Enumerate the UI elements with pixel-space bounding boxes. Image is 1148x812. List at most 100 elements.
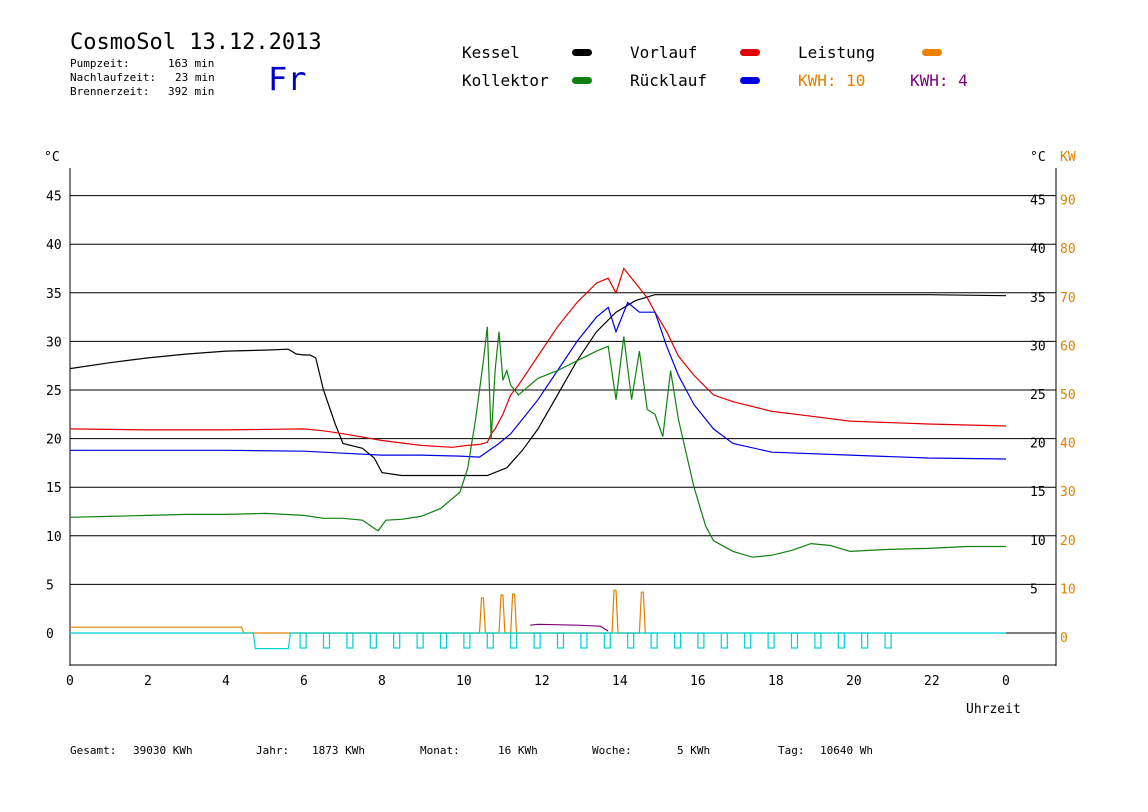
series-line-r-cklauf [70,301,1007,460]
x-tick-label: 18 [768,674,784,689]
year-value: 1873 KWh [312,744,365,757]
tick-labels: 0510152025303540455101520253035404501020… [46,190,1076,689]
y-axis-left-unit: °C [44,150,60,165]
series-line-vorlauf [69,267,1007,448]
legend-kessel-label: Kessel [462,43,520,62]
x-tick-label: 16 [690,674,706,689]
x-tick-label: 0 [1002,674,1010,689]
x-tick-label: 6 [300,674,308,689]
pump-tick [299,632,307,649]
chart-axes [69,168,1057,666]
y-tick-right-c: 20 [1030,437,1046,452]
pump-tick [884,632,892,649]
legend-ruecklauf-label: Rücklauf [630,71,708,90]
y-tick-left: 10 [46,530,62,545]
y-tick-right-c: 15 [1030,485,1046,500]
pump-tick [463,632,471,649]
x-tick-label: 22 [924,674,940,689]
x-tick-label: 2 [144,674,152,689]
pump-tick [767,632,775,649]
pump-tick [650,632,658,649]
weekday-label: Fr [268,60,307,98]
pump-tick [673,632,682,649]
y-tick-left: 30 [46,335,62,350]
series-line-leistung [70,589,646,634]
series-group [69,267,1007,650]
pump-tick [603,632,611,649]
y-tick-right-kw: 80 [1060,242,1076,257]
x-tick-label: 8 [378,674,386,689]
legend-vorlauf-swatch [740,49,760,56]
pump-tick [439,632,448,649]
pump-time-label: Pumpzeit: [70,57,130,70]
pump-tick [580,632,588,649]
y-tick-right-c: 45 [1030,194,1046,209]
y-axis-right-unit-kw: KW [1060,150,1076,165]
y-tick-left: 35 [46,287,62,302]
burner-time-value: 392 min [168,85,215,98]
pump-tick [510,632,518,649]
pump-tick [861,632,869,649]
pump-tick [393,632,401,649]
y-tick-right-c: 30 [1030,339,1046,354]
pump-tick [416,632,424,649]
y-tick-right-c: 40 [1030,242,1046,257]
pump-tick [627,632,635,649]
pump-tick [322,632,331,649]
series-line-kollektor [69,326,1006,558]
pump-tick [533,632,541,649]
pump-tick [744,632,752,649]
legend-leistung-swatch [922,49,942,56]
y-tick-left: 0 [46,627,54,642]
y-tick-right-kw: 20 [1060,534,1076,549]
y-tick-right-kw: 60 [1060,339,1076,354]
burner-time-label: Brennerzeit: [70,85,150,98]
y-tick-left: 5 [46,578,54,593]
legend-ruecklauf-swatch [740,77,760,84]
pump-time-value: 163 min [168,57,215,70]
y-axis-right-unit-c: °C [1030,150,1046,165]
kwh-purple-label: KWH: 4 [910,71,968,90]
afterrun-time-label: Nachlaufzeit: [70,71,157,84]
chart-title: CosmoSol 13.12.2013 [70,30,322,55]
series-line-kessel [69,294,1007,477]
y-tick-right-c: 25 [1030,388,1046,403]
pump-tick [486,632,494,649]
y-tick-left: 45 [46,190,62,205]
x-tick-label: 20 [846,674,862,689]
total-label: Gesamt: [70,744,117,757]
legend-kessel-swatch [572,49,592,56]
week-value: 5 KWh [677,744,711,757]
year-label: Jahr: [256,744,290,757]
total-value: 39030 KWh [133,744,193,757]
y-tick-right-c: 10 [1030,534,1046,549]
y-tick-right-kw: 10 [1060,582,1076,597]
afterrun-time-value: 23 min [175,71,215,84]
grid-lines [70,195,1056,634]
pump-tick [814,632,822,649]
y-tick-left: 25 [46,384,62,399]
series-line-pumpe [70,632,1006,650]
y-tick-left: 15 [46,481,62,496]
y-tick-left: 20 [46,433,62,448]
x-tick-label: 4 [222,674,230,689]
pump-tick [369,632,377,649]
y-tick-right-kw: 70 [1060,291,1076,306]
pump-tick [697,632,705,649]
kwh-orange-label: KWH: 10 [798,71,866,90]
x-axis-label: Uhrzeit [966,702,1021,717]
pump-tick [790,632,799,649]
x-tick-label: 0 [66,674,74,689]
legend-kollektor-label: Kollektor [462,71,549,90]
day-label: Tag: [778,744,805,757]
y-tick-right-kw: 50 [1060,388,1076,403]
legend-kollektor-swatch [572,77,592,84]
x-tick-label: 10 [456,674,472,689]
legend-leistung-label: Leistung [798,43,876,62]
pump-ticks [299,632,892,649]
week-label: Woche: [592,744,632,757]
day-value: 10640 Wh [820,744,873,757]
y-tick-right-kw: 90 [1060,194,1076,209]
y-tick-right-c: 35 [1030,291,1046,306]
